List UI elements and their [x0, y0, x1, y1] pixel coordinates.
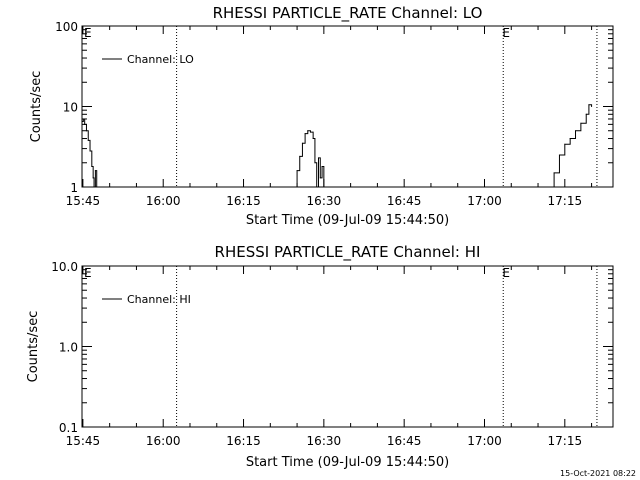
- y-tick-label: 10: [63, 101, 78, 115]
- x-tick-label: 17:00: [467, 194, 502, 208]
- chart-panel-0: RHESSI PARTICLE_RATE Channel: LO 15:45 16:…: [29, 4, 614, 228]
- data-point: [585, 113, 587, 115]
- data-point: [92, 177, 94, 179]
- data-point: [91, 165, 93, 167]
- data-point: [591, 106, 593, 107]
- start-marker-label: E: [84, 26, 92, 40]
- footer-timestamp: 15-Oct-2021 08:22: [560, 469, 636, 478]
- data-point: [312, 138, 314, 140]
- x-tick-label: 16:30: [307, 434, 342, 448]
- data-point: [301, 142, 303, 144]
- x-axis-label: Start Time (09-Jul-09 15:44:50): [246, 213, 449, 228]
- data-point: [82, 118, 84, 120]
- data-point: [87, 139, 89, 141]
- event-marker-label: E: [502, 26, 510, 40]
- data-point: [323, 186, 325, 188]
- chart-title: RHESSI PARTICLE_RATE Channel: HI: [215, 243, 481, 262]
- data-point: [304, 133, 306, 135]
- x-axis-label: Start Time (09-Jul-09 15:44:50): [246, 455, 449, 470]
- x-tick-label: 16:45: [387, 434, 422, 448]
- start-marker-label: E: [84, 266, 92, 280]
- data-point: [550, 186, 552, 188]
- y-axis-label: Counts/sec: [26, 311, 41, 383]
- series-line-segment: [551, 104, 593, 188]
- data-point: [307, 130, 309, 132]
- plot-frame: [81, 25, 614, 188]
- x-tick-label: 16:30: [307, 194, 342, 208]
- x-tick-label: 16:15: [226, 434, 261, 448]
- data-point: [564, 143, 566, 145]
- x-tick-label: 16:45: [387, 194, 422, 208]
- data-point: [316, 186, 318, 188]
- y-tick-label: 1: [70, 181, 78, 195]
- data-point: [558, 154, 560, 156]
- plot-frame: [81, 265, 614, 428]
- y-tick-label: 1.0: [59, 341, 78, 355]
- chart-title: RHESSI PARTICLE_RATE Channel: LO: [213, 4, 483, 23]
- data-point: [319, 177, 321, 179]
- data-point: [321, 165, 323, 167]
- data-point: [89, 150, 91, 152]
- data-point: [553, 172, 555, 174]
- x-tick-label: 17:00: [467, 434, 502, 448]
- data-point: [309, 131, 311, 133]
- x-tick-label: 15:45: [66, 434, 101, 448]
- x-tick-label: 16:00: [146, 434, 181, 448]
- y-tick-label: 10.0: [51, 260, 78, 274]
- data-point: [85, 130, 87, 132]
- data-point: [94, 170, 96, 172]
- y-tick-label: 100: [55, 20, 78, 34]
- chart-panel-1: RHESSI PARTICLE_RATE Channel: HI 15:45 16:…: [26, 243, 614, 470]
- event-marker-label: E: [502, 266, 510, 280]
- data-point: [569, 138, 571, 140]
- data-point: [299, 155, 301, 157]
- data-point: [580, 122, 582, 124]
- data-point: [93, 186, 95, 188]
- legend-label: Channel: LO: [127, 53, 194, 66]
- legend-label: Channel: HI: [127, 293, 191, 306]
- x-tick-label: 17:15: [548, 194, 583, 208]
- data-point: [96, 186, 98, 188]
- data-point: [293, 186, 295, 188]
- data-point: [81, 121, 83, 123]
- series-line-segment: [294, 130, 325, 188]
- x-tick-label: 16:15: [226, 194, 261, 208]
- series-line-segment: [82, 118, 98, 188]
- data-point: [588, 104, 590, 106]
- y-tick-label: 0.1: [59, 421, 78, 435]
- data-point: [575, 130, 577, 132]
- y-axis-label: Counts/sec: [29, 71, 44, 143]
- x-tick-label: 15:45: [66, 194, 101, 208]
- data-point: [314, 162, 316, 164]
- x-tick-label: 16:00: [146, 194, 181, 208]
- data-point: [317, 157, 319, 159]
- data-point: [296, 170, 298, 172]
- x-tick-label: 17:15: [548, 434, 583, 448]
- data-point: [84, 123, 86, 125]
